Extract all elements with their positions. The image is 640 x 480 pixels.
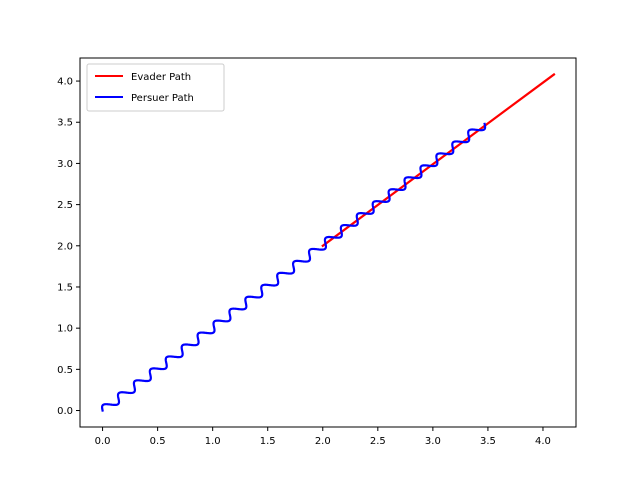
series-line-evader bbox=[321, 72, 556, 248]
x-tick-label: 2.0 bbox=[315, 436, 331, 447]
axes-frame bbox=[79, 57, 577, 428]
y-tick-label: 2.0 bbox=[57, 241, 73, 252]
y-tick-label: 3.5 bbox=[57, 118, 73, 129]
x-tick-label: 4.0 bbox=[535, 436, 551, 447]
x-tick-label: 3.5 bbox=[480, 436, 496, 447]
y-tick-label: 1.5 bbox=[57, 282, 73, 293]
x-tick-label: 1.5 bbox=[260, 436, 276, 447]
axes-border bbox=[79, 57, 577, 428]
x-tick-label: 1.0 bbox=[205, 436, 221, 447]
plot-lines bbox=[100, 72, 556, 412]
legend-label-persuer: Persuer Path bbox=[131, 93, 194, 104]
x-tick-label: 2.5 bbox=[370, 436, 386, 447]
y-tick-label: 3.0 bbox=[57, 159, 73, 170]
y-tick-label: 0.0 bbox=[57, 406, 73, 417]
legend: Evader Path Persuer Path bbox=[86, 63, 225, 112]
legend-label-evader: Evader Path bbox=[131, 72, 191, 83]
y-tick-label: 0.5 bbox=[57, 365, 73, 376]
x-axis-ticks: 0.0 0.5 1.0 1.5 2.0 2.5 3.0 3.5 4.0 bbox=[95, 427, 551, 447]
y-tick-label: 1.0 bbox=[57, 324, 73, 335]
y-tick-label: 2.5 bbox=[57, 200, 73, 211]
x-tick-label: 0.0 bbox=[95, 436, 111, 447]
x-tick-label: 0.5 bbox=[150, 436, 166, 447]
series-line-persuer bbox=[100, 122, 487, 412]
y-axis-ticks: 0.0 0.5 1.0 1.5 2.0 2.5 3.0 3.5 4.0 bbox=[57, 77, 80, 417]
x-tick-label: 3.0 bbox=[425, 436, 441, 447]
y-tick-label: 4.0 bbox=[57, 77, 73, 88]
